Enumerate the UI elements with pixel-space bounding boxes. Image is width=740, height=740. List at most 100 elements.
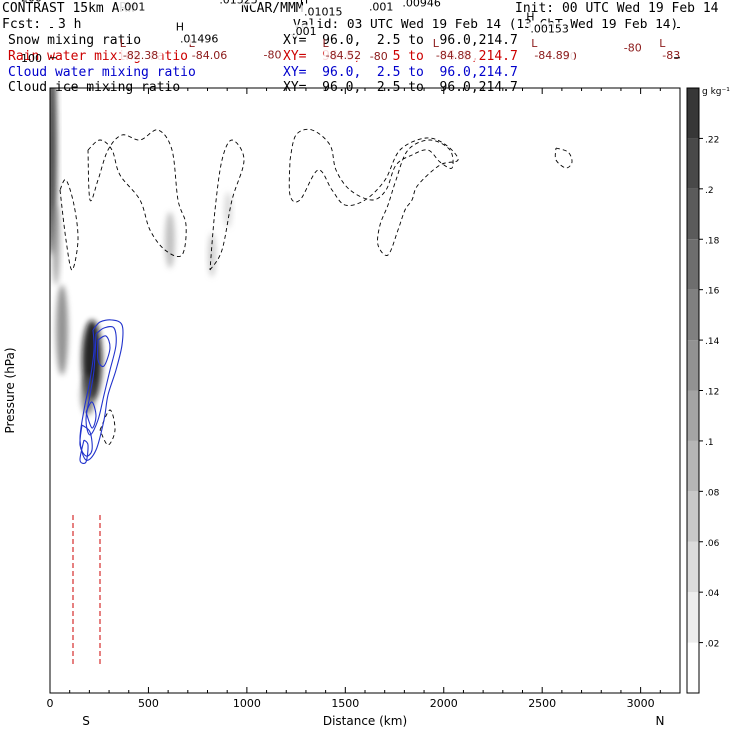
isotherm-label: -80 — [370, 50, 388, 63]
colorbar-segment — [687, 592, 699, 643]
plot-axes: 1002003004005006007008009001000050010001… — [3, 0, 681, 728]
shade-cell — [56, 285, 68, 375]
colorbar-tick-label: .2 — [705, 186, 714, 196]
x-tick-label: 0 — [47, 697, 54, 710]
field-snow-xy: XY= 96.0, 2.5 to 96.0,214.7 — [283, 33, 518, 48]
extremum-marker: H — [300, 0, 308, 6]
colorbar-tick-label: .06 — [705, 539, 720, 549]
extremum-marker: L — [659, 37, 666, 50]
extremum-value: -82.38 — [123, 49, 158, 62]
colorbar-segment — [687, 138, 699, 189]
extremum-value: .01496 — [180, 33, 219, 46]
endpoint-left: S — [82, 714, 90, 728]
extremum-value-bg — [189, 48, 232, 61]
extremum-value-bg — [177, 32, 220, 45]
colorbar-tick-label: .18 — [705, 236, 720, 246]
x-tick-label: 500 — [138, 697, 159, 710]
extremum-marker: L — [433, 37, 440, 50]
cloud-ice-contour — [99, 409, 116, 446]
isotherm-label-bg — [261, 48, 284, 61]
contour-label-bg — [366, 0, 396, 13]
fcst-label: Fcst: — [2, 17, 42, 32]
extremum-value: -83 — [662, 49, 680, 62]
shade-cell — [165, 212, 175, 268]
y-tick-label: 100 — [21, 52, 42, 65]
extremum-value-bg — [217, 0, 259, 6]
extremum-value: -84.06 — [192, 49, 227, 62]
extremum-value-bg — [301, 5, 344, 18]
x-tick-label: 2500 — [528, 697, 556, 710]
extremum-marker: L — [531, 37, 538, 50]
mixing-ratio-shading — [50, 88, 232, 415]
colorbar-segment — [687, 390, 699, 441]
colorbar-segment — [687, 541, 699, 593]
colorbar-tick-label: .16 — [705, 287, 720, 297]
plot-frame — [49, 87, 681, 694]
colorbar-segment — [687, 239, 699, 290]
contour-label: .001 — [369, 1, 394, 14]
field-snow-name: Snow mixing ratio — [8, 33, 142, 48]
colorbar-tick-label: .1 — [705, 438, 714, 448]
isotherm--60 — [50, 18, 680, 24]
isotherm--70 — [50, 37, 680, 43]
cloud-water-contour — [97, 335, 111, 368]
cloud-ice-contour — [59, 179, 79, 271]
extremum-marker: H — [176, 21, 184, 34]
shade-cell — [208, 233, 216, 277]
x-tick-label: 3000 — [627, 697, 655, 710]
extremum-value: .00153 — [530, 22, 569, 35]
colorbar-segment — [687, 642, 699, 693]
y-tick-label: 200 — [21, 0, 42, 4]
colorbar-segment — [687, 88, 699, 139]
isotherm-label: -80 — [624, 41, 642, 54]
colorbar-segment — [687, 289, 699, 341]
colorbar: .02 .04 .06 .08 .1 .12 .14 .16 .18 .2 .22 g kg⁻¹ — [686, 87, 730, 694]
extremum-value: .01015 — [304, 5, 343, 18]
cloud-water-contour — [85, 325, 117, 436]
isotherm-label-bg — [367, 49, 390, 62]
colorbar-tick-label: .08 — [705, 488, 720, 498]
y-axis-label: Pressure (hPa) — [3, 347, 17, 433]
extremum-value-bg — [400, 0, 443, 9]
endpoint-right: N — [656, 714, 665, 728]
cloud-water-contour — [79, 439, 89, 464]
field-cloud-water-name: Cloud water mixing ratio — [8, 65, 196, 80]
colorbar-segment — [687, 491, 699, 542]
colorbar-tick-label: .22 — [705, 135, 719, 145]
isotherm-label: -80 — [263, 49, 281, 62]
colorbar-segment — [687, 340, 699, 391]
extremum-value: -84.52 — [326, 49, 361, 62]
colorbar-tick-label: .12 — [705, 388, 719, 398]
extremum-marker: L — [323, 37, 330, 50]
colorbar-segment — [687, 440, 699, 492]
extremum-value: -84.89 — [534, 49, 569, 62]
x-axis-label: Distance (km) — [323, 714, 407, 728]
extremum-value: .01525 — [219, 0, 258, 6]
cloud-water-contour — [79, 424, 93, 457]
extremum-value-bg — [433, 48, 476, 61]
extremum-value: -84.88 — [436, 49, 471, 62]
cloud-ice-contour — [554, 147, 573, 169]
cloud-contours — [59, 128, 573, 665]
fcst-value: 3 h — [58, 17, 82, 32]
contour-labels: -80-80-80-80-40-40-40-40-30-30-30-30-30-… — [118, 0, 683, 63]
colorbar-tick-label: .14 — [705, 337, 720, 347]
contour-label-bg — [118, 0, 148, 13]
cloud-water-contour — [79, 319, 124, 461]
shade-cell — [52, 205, 60, 285]
contour-label-bg — [290, 24, 319, 37]
extremum-marker: H — [526, 10, 534, 23]
contour-label: .001 — [292, 25, 317, 38]
extremum-value-bg — [532, 48, 574, 61]
cloud-water-contour — [85, 401, 97, 429]
colorbar-tick-label: .02 — [705, 640, 719, 650]
extremum-value: .00946 — [402, 0, 441, 9]
extremum-value-bg — [528, 22, 570, 35]
extremum-value-bg — [120, 48, 163, 61]
x-tick-label: 1000 — [233, 697, 261, 710]
extremum-value-bg — [323, 48, 366, 61]
isotherm-label-bg — [621, 41, 644, 54]
colorbar-segment — [687, 188, 699, 240]
x-tick-label: 2000 — [430, 697, 458, 710]
